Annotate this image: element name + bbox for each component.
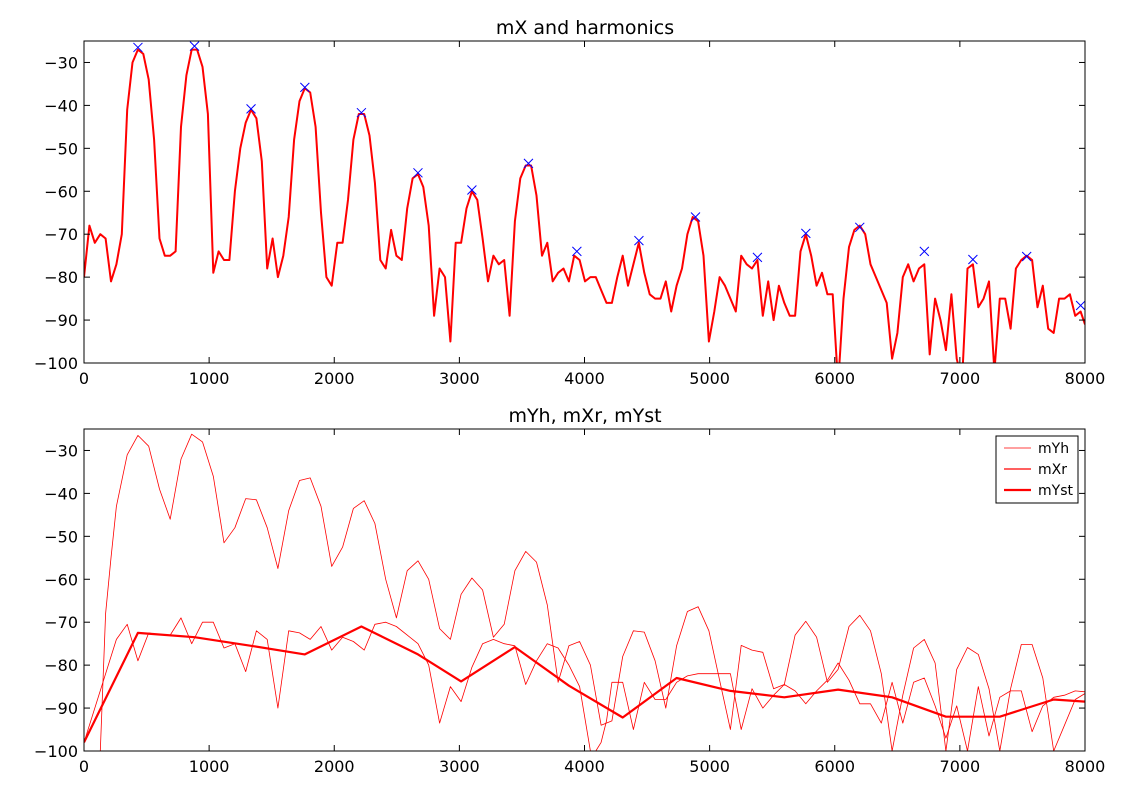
bottom-y-tick-label: −100	[34, 742, 78, 761]
top-plot-data	[84, 41, 1085, 363]
top-harmonics-marker	[800, 228, 811, 239]
top-harmonics-marker	[1021, 251, 1032, 262]
bottom-x-tick-label: 4000	[564, 757, 605, 776]
top-y-tick-label: −30	[44, 53, 78, 72]
top-x-tick-label: 7000	[940, 369, 981, 388]
top-harmonics-marker	[1075, 300, 1085, 311]
top-series-0-line	[84, 48, 1085, 363]
legend: mYh mXr mYst	[995, 435, 1079, 504]
top-x-tick-label: 5000	[689, 369, 730, 388]
bottom-x-tick-label: 0	[79, 757, 89, 776]
top-harmonics-marker	[690, 212, 701, 222]
legend-label-mxr: mXr	[1038, 462, 1067, 478]
bottom-myst-line	[84, 625, 1085, 743]
bottom-mxr-line	[84, 617, 1085, 751]
top-x-tick-label: 6000	[814, 369, 855, 388]
top-harmonics-marker	[572, 246, 582, 257]
top-plot-ticks: 0 1000 2000 3000 4000 5000 6000 7000 8000 −100 −90…	[34, 41, 1105, 388]
bottom-y-tick-label: −80	[44, 656, 78, 675]
bottom-plot-data	[84, 433, 1085, 751]
top-harmonics-marker	[189, 41, 200, 52]
bottom-plot: mYh, mXr, mYst 0 1000 2000 3000 4000 5000 6000…	[34, 405, 1105, 776]
bottom-y-tick-label: −40	[44, 484, 78, 503]
top-x-tick-label: 8000	[1065, 369, 1106, 388]
legend-label-myh: mYh	[1038, 441, 1069, 457]
top-harmonics-marker	[752, 252, 763, 263]
bottom-x-tick-label: 2000	[314, 757, 355, 776]
top-y-tick-label: −90	[44, 311, 78, 330]
top-chart-title: mX and harmonics	[496, 17, 674, 39]
bottom-x-tick-label: 8000	[1065, 757, 1106, 776]
top-x-tick-label: 1000	[189, 369, 230, 388]
top-harmonics-marker	[854, 222, 865, 233]
top-harmonics-marker	[246, 103, 256, 114]
bottom-myh-line	[84, 433, 1085, 751]
top-harmonics-marker	[356, 107, 367, 118]
top-harmonics-marker	[413, 167, 423, 178]
top-harmonics-marker	[634, 235, 644, 246]
bottom-y-tick-label: −30	[44, 441, 78, 460]
bottom-y-tick-label: −50	[44, 527, 78, 546]
top-harmonics-marker	[299, 82, 310, 93]
bottom-y-tick-label: −70	[44, 613, 78, 632]
bottom-x-tick-label: 6000	[814, 757, 855, 776]
top-harmonics-marker	[968, 254, 978, 265]
top-x-tick-label: 4000	[564, 369, 605, 388]
bottom-x-tick-label: 3000	[439, 757, 480, 776]
top-y-tick-label: −60	[44, 182, 78, 201]
bottom-x-tick-label: 7000	[940, 757, 981, 776]
bottom-y-tick-label: −60	[44, 570, 78, 589]
top-y-tick-label: −50	[44, 139, 78, 158]
top-y-tick-label: −80	[44, 268, 78, 287]
top-harmonics-marker	[133, 42, 143, 53]
top-harmonics-marker	[919, 246, 930, 257]
top-x-tick-label: 2000	[314, 369, 355, 388]
bottom-x-tick-label: 5000	[689, 757, 730, 776]
top-y-tick-label: −100	[34, 354, 78, 373]
bottom-chart-title: mYh, mXr, mYst	[508, 405, 661, 427]
top-x-tick-label: 0	[79, 369, 89, 388]
top-harmonics-markers	[133, 41, 1085, 311]
top-y-tick-label: −40	[44, 96, 78, 115]
legend-label-myst: mYst	[1038, 483, 1073, 499]
top-harmonics-marker	[523, 158, 534, 169]
top-y-tick-label: −70	[44, 225, 78, 244]
top-harmonics-marker	[467, 185, 477, 195]
bottom-y-tick-label: −90	[44, 699, 78, 718]
bottom-x-tick-label: 1000	[189, 757, 230, 776]
top-plot: mX and harmonics 0 1000 2000 3000 4000 5000 60…	[34, 17, 1105, 388]
top-x-tick-label: 3000	[439, 369, 480, 388]
bottom-plot-ticks: 0 1000 2000 3000 4000 5000 6000 7000 8000 −100 −90…	[34, 429, 1105, 776]
